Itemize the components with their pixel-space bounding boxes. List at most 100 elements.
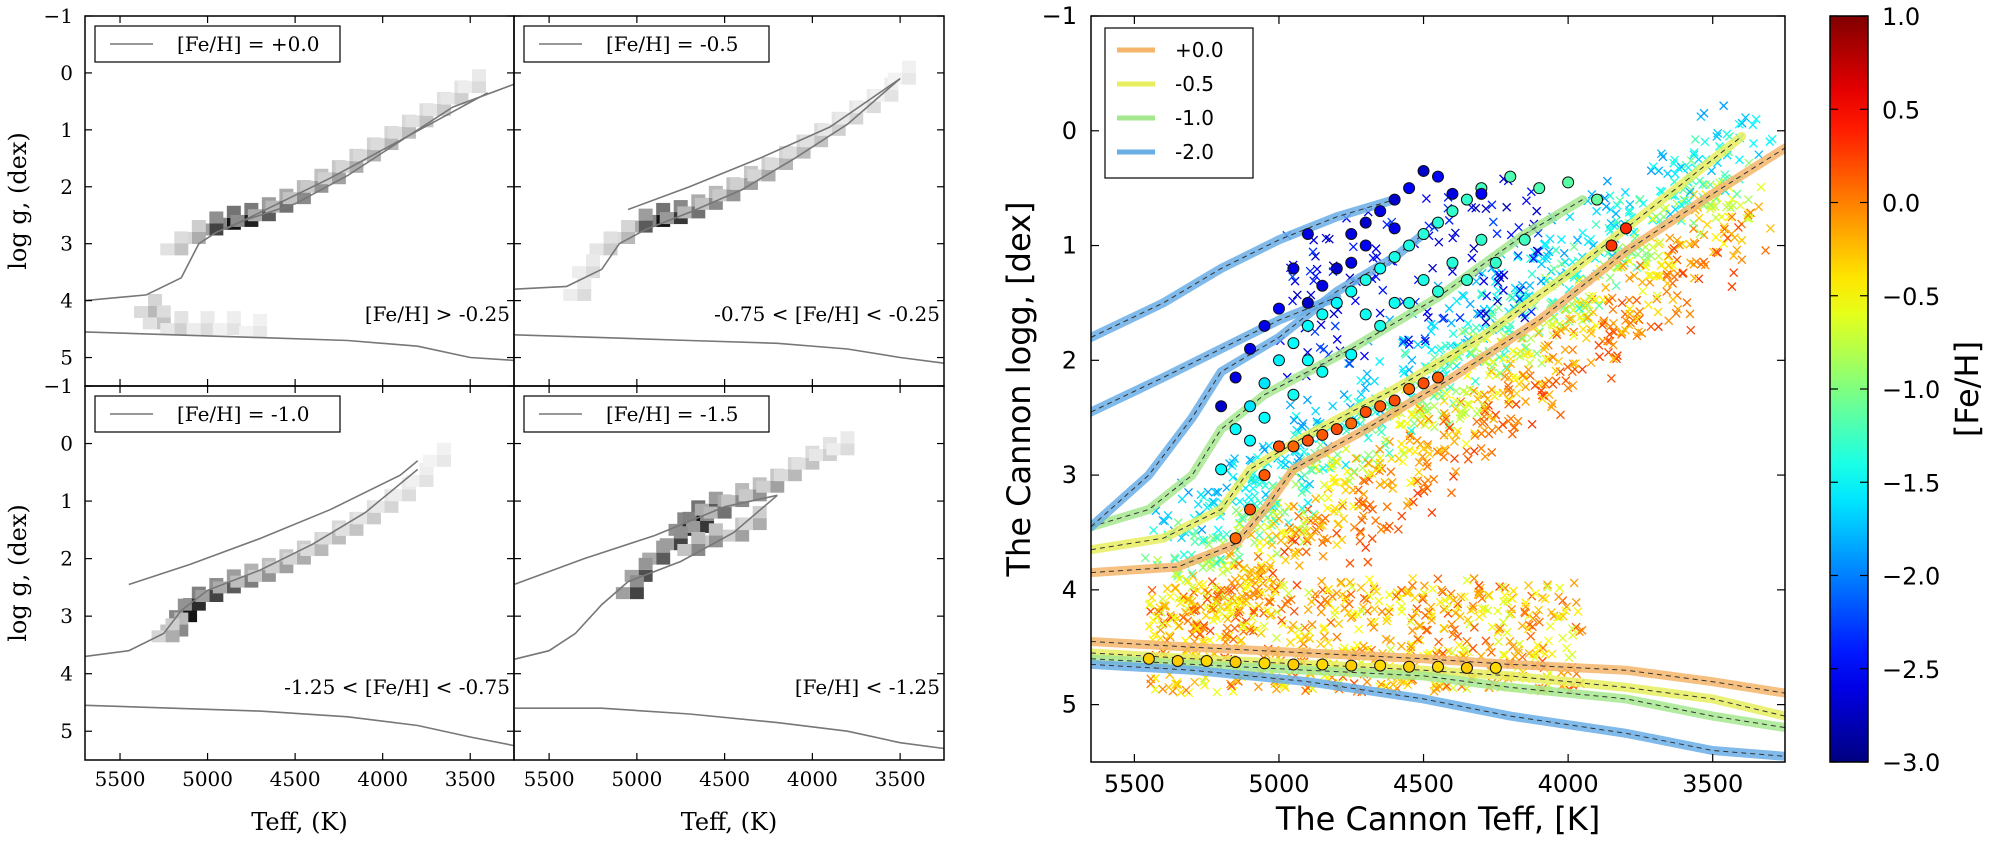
data-point-cross (1160, 601, 1170, 611)
cluster-member-circle (1432, 285, 1444, 298)
right-scatter-panel: 5500 5000 4500 4000 3500 −1 0 1 2 3 4 5 The Cannon T… (1000, 2, 1786, 838)
data-point-cross (1689, 148, 1699, 157)
panel-frame (1090, 15, 1786, 763)
cluster-member-circle (1258, 469, 1271, 482)
data-point-cross (1521, 598, 1531, 608)
density-cell (200, 311, 215, 324)
data-point-cross (1487, 385, 1497, 395)
legend-label: [Fe/H] = -1.5 (606, 402, 738, 426)
data-point-cross (1448, 683, 1458, 693)
data-point-cross (1305, 634, 1315, 644)
data-point-cross (1555, 583, 1565, 593)
cluster-member-circle (1417, 273, 1430, 286)
data-point-cross (1244, 492, 1254, 502)
data-point-cross (1340, 596, 1350, 606)
data-point-cross (1678, 269, 1688, 278)
data-point-cross (1620, 325, 1630, 335)
cluster-member-circle (1374, 659, 1387, 672)
data-point-cross (1223, 585, 1233, 595)
data-point-cross (1502, 627, 1512, 637)
data-point-cross (1531, 588, 1540, 598)
data-point-cross (1427, 420, 1437, 430)
data-point-cross (1363, 450, 1373, 460)
data-point-cross (1341, 485, 1351, 495)
density-cell (401, 489, 416, 502)
cluster-member-circle (1417, 377, 1430, 390)
data-point-cross (1313, 513, 1323, 523)
data-point-cross (1484, 590, 1494, 600)
data-point-cross (1686, 258, 1695, 268)
data-point-cross (1563, 383, 1573, 393)
data-point-cross (1556, 410, 1565, 420)
x-tick-label: 4000 (357, 767, 408, 791)
cluster-member-circle (1229, 532, 1242, 545)
data-point-cross (1376, 427, 1386, 437)
data-point-cross (1307, 597, 1316, 607)
data-point-cross (1450, 625, 1459, 635)
cluster-member-circle (1287, 337, 1300, 350)
y-tick-label: 4 (60, 662, 73, 686)
data-point-cross (1279, 547, 1289, 557)
cluster-member-circle (1287, 658, 1300, 671)
data-point-cross (1382, 613, 1392, 623)
cluster-member-circle (1374, 205, 1387, 218)
data-point-cross (1470, 431, 1480, 441)
cluster-member-circle (1460, 193, 1473, 206)
data-point-cross (1319, 624, 1329, 634)
data-point-cross (1384, 448, 1394, 458)
data-point-cross (1179, 592, 1188, 602)
data-point-cross (1673, 304, 1683, 314)
cluster-member-circle (1388, 193, 1401, 206)
panel-frame (84, 385, 515, 761)
data-point-cross (1592, 206, 1602, 216)
density-cell (735, 529, 750, 542)
data-point-cross (1605, 330, 1614, 340)
data-point-cross (1183, 576, 1193, 586)
data-point-cross (1381, 680, 1391, 690)
data-point-cross (1765, 137, 1775, 147)
data-point-cross (1384, 607, 1394, 617)
data-point-cross (1533, 640, 1543, 650)
data-point-cross (1256, 563, 1266, 573)
data-point-cross (1547, 607, 1556, 617)
data-point-cross (1319, 534, 1329, 543)
data-point-cross (1438, 587, 1448, 597)
density-cell (349, 160, 364, 173)
data-point-cross (1521, 397, 1531, 406)
data-point-cross (1420, 336, 1430, 346)
data-point-cross (1515, 294, 1525, 304)
isochrone-rgb-center (1091, 199, 1583, 528)
data-point-cross (1381, 435, 1391, 445)
data-point-cross (1279, 580, 1289, 590)
data-point-cross (1277, 528, 1287, 538)
data-point-cross (1472, 409, 1482, 419)
data-point-cross (1147, 585, 1157, 595)
data-point-cross (1237, 573, 1246, 583)
cluster-member-circle (1229, 423, 1242, 436)
density-cell (765, 158, 780, 170)
data-point-cross (1416, 418, 1425, 428)
data-point-cross (1522, 342, 1531, 352)
data-point-cross (1218, 555, 1227, 565)
data-point-cross (1646, 322, 1656, 332)
data-point-cross (1410, 447, 1420, 457)
cluster-member-circle (1403, 182, 1416, 195)
data-point-cross (1754, 150, 1764, 160)
data-point-cross (1468, 604, 1478, 614)
data-point-cross (1605, 273, 1615, 283)
isochrone-rgb-center (1091, 147, 1785, 574)
data-point-cross (1694, 213, 1704, 223)
data-point-cross (1654, 251, 1663, 261)
data-point-cross (1737, 118, 1747, 128)
data-point-cross (1249, 538, 1259, 548)
data-point-cross (1372, 252, 1382, 262)
data-point-cross (1248, 613, 1258, 623)
data-point-cross (1686, 185, 1696, 195)
data-point-cross (1307, 620, 1317, 630)
data-point-cross (1336, 578, 1346, 588)
data-point-cross (1318, 551, 1328, 561)
data-point-cross (1534, 617, 1544, 627)
density-cell (160, 243, 175, 256)
data-point-cross (1260, 445, 1269, 455)
data-point-cross (1451, 608, 1460, 618)
